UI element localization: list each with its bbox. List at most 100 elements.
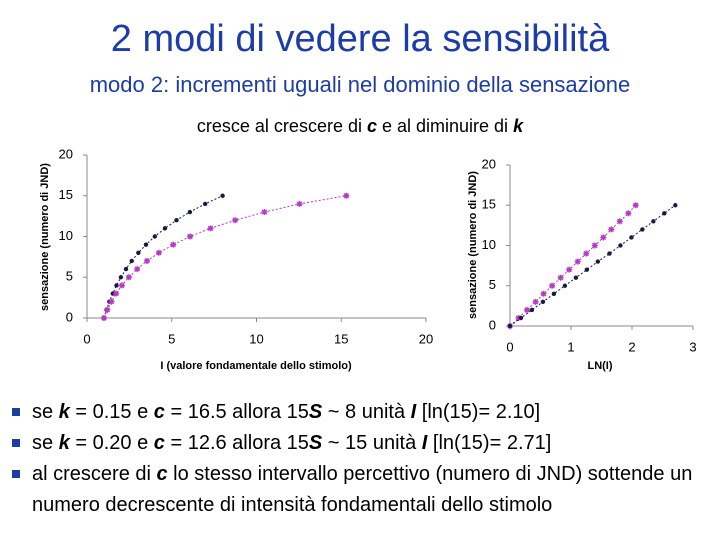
text-run: [ln(15)= 2.71] <box>427 432 552 454</box>
point <box>625 210 632 217</box>
point <box>524 306 531 313</box>
text-run: [ln(15)= 2.10] <box>416 401 541 423</box>
text-run: ~ 8 unità <box>322 401 411 423</box>
emphasis: S <box>308 432 323 454</box>
emphasis: c <box>153 432 165 454</box>
series-line <box>509 204 637 327</box>
point <box>202 201 208 207</box>
y-tick-label: 15 <box>59 187 73 202</box>
point <box>343 192 350 199</box>
point <box>507 323 513 329</box>
point <box>540 290 547 297</box>
bullet: se k = 0.15 e c = 16.5 allora 15S ~ 8 un… <box>10 397 710 428</box>
x-axis-label: LN(I) <box>587 360 612 372</box>
emphasis: k <box>58 432 70 454</box>
point <box>595 259 601 264</box>
y-tick-label: 0 <box>489 317 496 332</box>
point <box>108 298 115 305</box>
point <box>220 193 225 198</box>
point <box>155 249 162 256</box>
point <box>608 226 615 233</box>
bullet: al crescere di c lo stesso intervallo pe… <box>10 459 710 521</box>
point <box>618 243 623 248</box>
y-axis-label: sensazione (numero di JND) <box>39 163 51 311</box>
point <box>532 298 539 305</box>
point <box>118 275 124 280</box>
point <box>562 283 568 288</box>
point <box>584 267 590 272</box>
bullet: se k = 0.20 e c = 12.6 allora 15S ~ 15 u… <box>10 428 710 459</box>
point <box>629 235 634 240</box>
point <box>110 291 115 296</box>
point <box>174 218 179 223</box>
point <box>566 266 573 273</box>
point <box>136 250 141 255</box>
bullet-list: se k = 0.15 e c = 16.5 allora 15S ~ 8 un… <box>10 397 710 521</box>
text-run: lo stesso intervallo percettivo (numero … <box>32 463 693 516</box>
y-tick-label: 10 <box>59 228 73 243</box>
emphasis: S <box>308 401 323 423</box>
point <box>640 227 645 232</box>
series-line <box>103 195 223 319</box>
x-tick-label: 0 <box>506 339 513 354</box>
point <box>144 257 151 264</box>
series-line <box>103 195 347 319</box>
emphasis: c <box>156 463 168 485</box>
text-run: ~ 15 unità <box>322 432 422 454</box>
point <box>134 266 141 273</box>
x-tick-label: 5 <box>168 331 175 346</box>
series-line <box>509 204 676 327</box>
point <box>296 200 303 207</box>
point <box>616 218 623 225</box>
point <box>529 307 535 313</box>
x-tick-label: 10 <box>249 331 263 346</box>
y-tick-label: 20 <box>59 146 73 161</box>
point <box>162 226 168 231</box>
text-run: = 0.20 e <box>69 432 154 454</box>
slide-title: 2 modi di vedere la sensibilità <box>110 18 610 60</box>
text-run: se <box>32 432 59 454</box>
point <box>104 306 111 313</box>
point <box>574 258 581 265</box>
emphasis: k <box>58 401 70 423</box>
point <box>549 282 556 289</box>
point <box>662 211 667 216</box>
point <box>551 291 557 296</box>
point <box>232 217 239 224</box>
y-tick-label: 0 <box>66 309 73 324</box>
point <box>651 219 656 224</box>
point <box>515 314 522 321</box>
slide-subtitle: modo 2: incrementi uguali nel dominio de… <box>89 72 631 97</box>
point <box>170 241 177 248</box>
point <box>557 274 564 281</box>
x-tick-label: 0 <box>83 331 90 346</box>
point <box>518 315 524 321</box>
point <box>207 225 214 232</box>
text-run: = 16.5 allora 15 <box>164 401 309 423</box>
point <box>152 234 157 239</box>
point <box>583 250 590 257</box>
text-run: = 12.6 allora 15 <box>164 432 309 454</box>
emphasis: I <box>410 401 417 423</box>
point <box>540 299 546 305</box>
point <box>114 283 119 288</box>
x-tick-label: 1 <box>567 339 574 354</box>
point <box>607 251 612 256</box>
point <box>261 209 268 216</box>
point <box>143 242 149 247</box>
point <box>129 258 134 264</box>
point <box>100 315 107 321</box>
point <box>591 242 598 249</box>
x-axis-label: I (valore fondamentale dello stimolo) <box>160 360 352 372</box>
caption: cresce al crescere di c e al diminuire d… <box>0 116 720 137</box>
y-tick-label: 5 <box>66 269 73 284</box>
point <box>123 266 129 272</box>
point <box>673 203 678 208</box>
x-tick-label: 15 <box>334 331 348 346</box>
point <box>573 275 579 280</box>
x-tick-label: 20 <box>419 331 433 346</box>
text-run: e al diminuire di <box>376 116 514 136</box>
y-axis-label: sensazione (numero di JND) <box>467 171 479 319</box>
point <box>600 234 607 241</box>
